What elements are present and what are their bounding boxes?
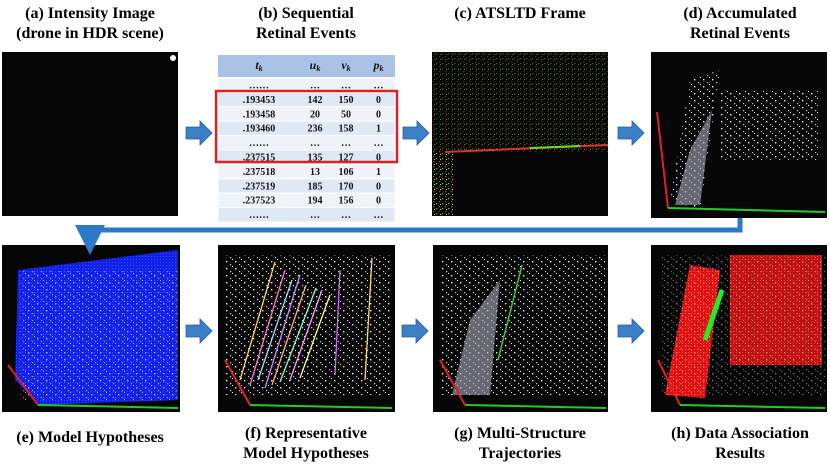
table-cell: .237523 <box>243 196 276 207</box>
wrap-arrow <box>75 218 743 255</box>
caption: Results <box>715 445 765 462</box>
table-cell: 0 <box>376 95 381 106</box>
table-row-bg <box>217 135 396 151</box>
table-cell: 0 <box>376 152 381 163</box>
column-header: pk <box>373 58 384 73</box>
table-cell: 20 <box>310 109 320 120</box>
table-cell: 50 <box>341 109 351 120</box>
table-cell: 135 <box>308 152 323 163</box>
table-cell: .193458 <box>243 109 276 120</box>
table-cell: .237519 <box>243 181 276 192</box>
table-cell: 1 <box>376 124 381 135</box>
column-header: tk <box>255 58 262 73</box>
panel-a <box>2 52 178 216</box>
caption: Retinal Events <box>690 25 790 42</box>
table-cell: .237515 <box>243 152 276 163</box>
highlight-box <box>214 89 399 164</box>
table-cell: … <box>310 138 320 149</box>
table-header-bg <box>218 55 395 77</box>
header-base: t <box>255 58 259 72</box>
panel-f <box>218 245 395 412</box>
table-cell: 0 <box>376 196 381 207</box>
caption: (h) Data Association <box>671 425 809 442</box>
panel-h <box>651 245 827 412</box>
table-cell: … <box>374 138 384 149</box>
header-sub: k <box>316 64 320 73</box>
header-sub: k <box>259 64 263 73</box>
table-cell: 106 <box>339 167 354 178</box>
header-base: v <box>341 58 347 72</box>
table-cell: … <box>374 210 384 221</box>
header-base: u <box>310 58 317 72</box>
table-cell: .193460 <box>243 124 276 135</box>
caption: (drone in HDR scene) <box>16 25 164 42</box>
panel-g <box>433 245 608 412</box>
table-cell: 0 <box>376 109 381 120</box>
table-cell: 1 <box>376 167 381 178</box>
table-cell: … <box>341 138 351 149</box>
arrows <box>185 120 645 344</box>
table-cell: … <box>310 80 320 91</box>
column-header: vk <box>341 58 350 73</box>
header-sub: k <box>380 64 384 73</box>
table-cell: 194 <box>308 196 323 207</box>
table-row-bg <box>217 207 396 223</box>
table-cell: 156 <box>339 196 354 207</box>
table-cell: .237518 <box>243 167 276 178</box>
caption: (e) Model Hypotheses <box>16 429 164 446</box>
event-table: tk uk vk pk………… ….193453 142 150 0.193458 20 50 0.… <box>217 55 396 223</box>
caption: Retinal Events <box>256 25 356 42</box>
table-cell: …… <box>249 80 269 91</box>
caption: (b) Sequential <box>258 5 354 22</box>
table-cell: 13 <box>310 167 320 178</box>
table-cell: … <box>310 210 320 221</box>
table-cell: 127 <box>339 152 354 163</box>
caption: Trajectories <box>479 445 561 462</box>
caption: (f) Representative <box>245 425 367 442</box>
table-cell: .193453 <box>243 95 276 106</box>
table-cell: …… <box>249 138 269 149</box>
table-cell: 150 <box>339 95 354 106</box>
table-cell: … <box>341 210 351 221</box>
caption: (g) Multi-Structure <box>454 425 586 442</box>
captions: (a) Intensity Image (drone in HDR scene)… <box>16 5 809 462</box>
caption: (c) ATSLTD Frame <box>454 5 586 22</box>
table-cell: 158 <box>339 124 354 135</box>
caption: (d) Accumulated <box>683 5 796 22</box>
table-cell: 0 <box>376 181 381 192</box>
table-cell: 170 <box>339 181 354 192</box>
panel-d <box>651 52 827 218</box>
table-cell: …… <box>249 210 269 221</box>
column-header: uk <box>310 58 321 73</box>
caption: (a) Intensity Image <box>25 5 155 22</box>
table-cell: 236 <box>308 124 323 135</box>
table-cell: … <box>341 80 351 91</box>
header-sub: k <box>347 64 351 73</box>
table-cell: … <box>374 80 384 91</box>
header-base: p <box>373 58 380 72</box>
caption: Model Hypotheses <box>243 445 369 462</box>
table-cell: 185 <box>308 181 323 192</box>
table-cell: 142 <box>308 95 323 106</box>
panel-c <box>432 52 609 216</box>
panel-e <box>2 245 180 412</box>
